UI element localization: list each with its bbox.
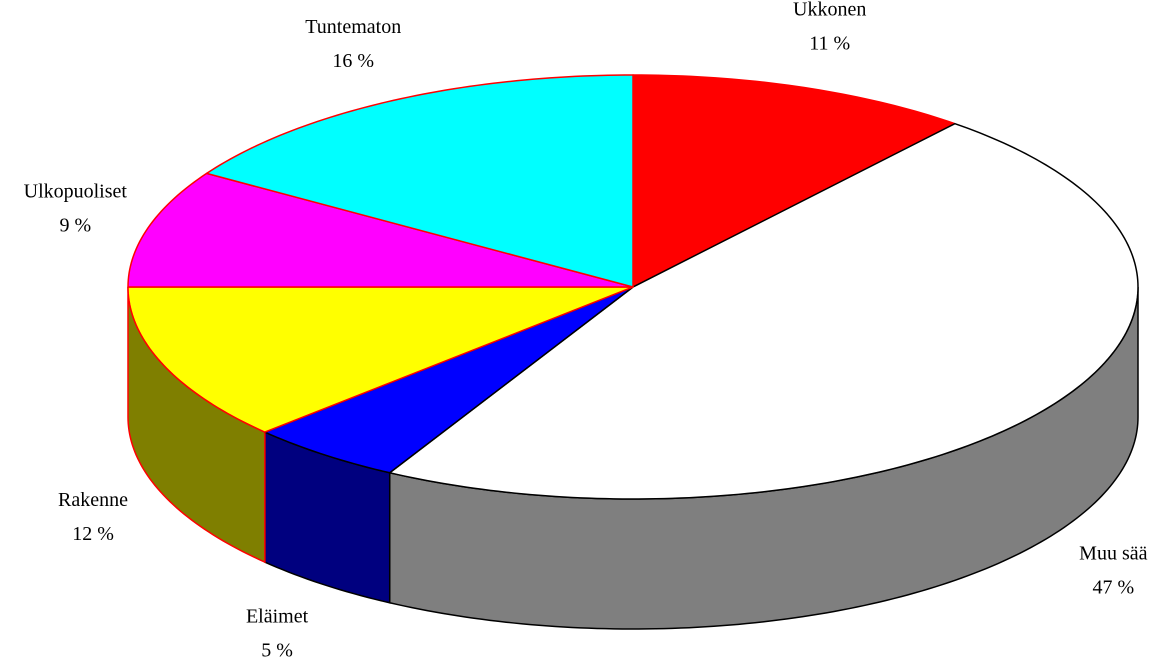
pie-slice [205, 74, 634, 288]
slice-value-label: 16 % [332, 50, 374, 72]
pie-slice [264, 286, 634, 474]
pie-slice [632, 74, 956, 288]
pie-slice [127, 172, 634, 288]
slice-value-label: 9 % [59, 215, 91, 237]
slice-label: Rakenne [58, 489, 128, 511]
slice-label: Eläimet [246, 605, 309, 627]
slice-label: Ulkopuoliset [24, 181, 128, 203]
slice-label: Muu sää [1079, 543, 1147, 565]
pie-slice [388, 122, 1139, 500]
slice-label: Ukkonen [793, 0, 866, 20]
slice-value-label: 12 % [72, 523, 114, 545]
slice-label: Tuntematon [305, 16, 401, 38]
slice-value-label: 47 % [1092, 577, 1134, 599]
pie-slice [127, 286, 634, 433]
slice-value-label: 5 % [261, 639, 293, 661]
slice-value-label: 11 % [809, 32, 850, 54]
